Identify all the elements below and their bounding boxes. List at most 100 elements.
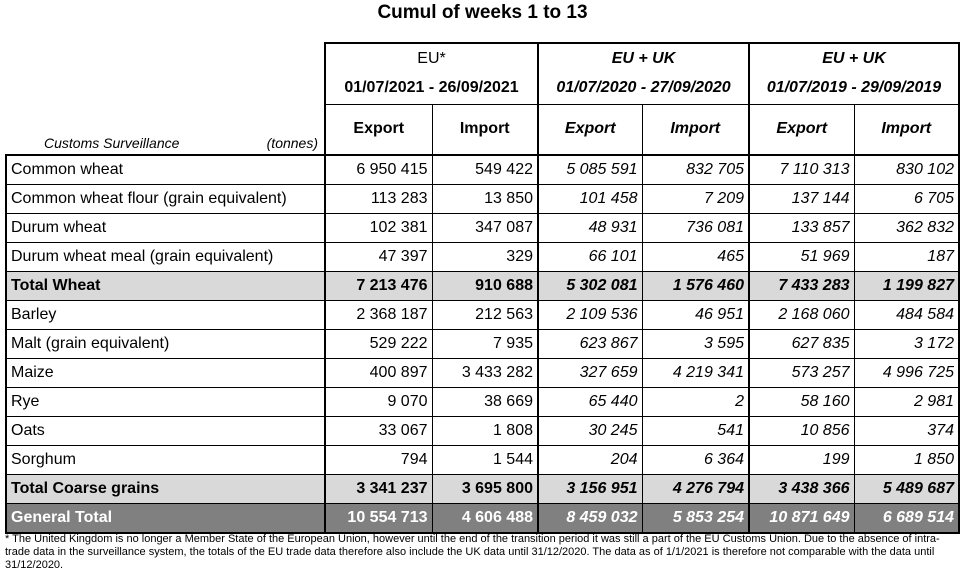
row-label: Total Wheat: [5, 271, 326, 301]
export-value: 101 458: [537, 184, 643, 214]
import-value: 3 172: [853, 329, 960, 359]
import-value: 832 705: [641, 154, 750, 185]
export-value: 2 168 060: [748, 300, 855, 330]
export-value: 113 283: [324, 184, 433, 214]
import-value: 46 951: [641, 300, 750, 330]
export-value: 573 257: [748, 358, 855, 388]
group-period: 01/07/2021 - 26/09/2021: [324, 73, 539, 104]
import-value: 1 850: [853, 445, 960, 475]
export-value: 6 950 415: [324, 154, 433, 185]
row-label: Rye: [5, 387, 326, 417]
import-value: 1 544: [431, 445, 539, 475]
import-value: 541: [641, 416, 750, 446]
export-value: 529 222: [324, 329, 433, 359]
import-value: 38 669: [431, 387, 539, 417]
export-value: 794: [324, 445, 433, 475]
export-value: 3 156 951: [537, 474, 643, 504]
import-value: 3 595: [641, 329, 750, 359]
export-value: 47 397: [324, 242, 433, 272]
export-value: 66 101: [537, 242, 643, 272]
import-value: 362 832: [853, 213, 960, 243]
import-value: 4 276 794: [641, 474, 750, 504]
row-label: Barley: [5, 300, 326, 330]
import-value: 13 850: [431, 184, 539, 214]
grand-total-row: General Total 10 554 713 4 606 488 8 459 03…: [5, 503, 960, 534]
import-value: 1 199 827: [853, 271, 960, 301]
export-value: 51 969: [748, 242, 855, 272]
export-header: Export: [748, 103, 854, 155]
row-label: Oats: [5, 416, 326, 446]
table-row: Oats 33 067 1 808 30 245 541 10 856 374: [5, 416, 960, 446]
import-value: 5 853 254: [641, 503, 750, 534]
import-value: 7 209: [641, 184, 750, 214]
import-value: 347 087: [431, 213, 539, 243]
export-value: 58 160: [748, 387, 855, 417]
page-title: Cumul of weeks 1 to 13: [377, 2, 588, 23]
row-label: General Total: [5, 503, 326, 534]
export-value: 327 659: [537, 358, 643, 388]
export-value: 10 871 649: [748, 503, 855, 534]
import-value: 3 433 282: [431, 358, 539, 388]
export-header: Export: [324, 103, 432, 155]
import-value: 4 606 488: [431, 503, 539, 534]
export-value: 65 440: [537, 387, 643, 417]
export-value: 5 302 081: [537, 271, 643, 301]
export-value: 2 109 536: [537, 300, 643, 330]
export-value: 133 857: [748, 213, 855, 243]
import-value: 4 996 725: [853, 358, 960, 388]
export-value: 7 213 476: [324, 271, 433, 301]
import-value: 465: [641, 242, 750, 272]
row-label: Maize: [5, 358, 326, 388]
cereals-trade-table: Customs Surveillance (tonnes) EU* EU + U…: [5, 42, 960, 534]
group-name: EU + UK: [748, 42, 960, 73]
import-header: Import: [431, 103, 539, 155]
row-label: Total Coarse grains: [5, 474, 326, 504]
import-value: 6 705: [853, 184, 960, 214]
export-value: 9 070: [324, 387, 433, 417]
group-name: EU*: [324, 42, 539, 73]
table-row: Sorghum 794 1 544 204 6 364 199 1 850: [5, 445, 960, 475]
table-row: Durum wheat 102 381 347 087 48 931 736 081 13…: [5, 213, 960, 243]
row-label: Malt (grain equivalent): [5, 329, 326, 359]
table-row: Durum wheat meal (grain equivalent) 47 39…: [5, 242, 960, 272]
import-value: 1 576 460: [641, 271, 750, 301]
row-label: Sorghum: [5, 445, 326, 475]
total-row: Total Wheat 7 213 476 910 688 5 302 081 1 57…: [5, 271, 960, 301]
import-value: 830 102: [853, 154, 960, 185]
group-period: 01/07/2020 - 27/09/2020: [537, 73, 750, 104]
import-value: 7 935: [431, 329, 539, 359]
total-row: Total Coarse grains 3 341 237 3 695 800 3 1…: [5, 474, 960, 504]
table-row: Rye 9 070 38 669 65 440 2 58 160 2 981: [5, 387, 960, 417]
import-value: 329: [431, 242, 539, 272]
export-value: 10 554 713: [324, 503, 433, 534]
import-value: 910 688: [431, 271, 539, 301]
export-value: 8 459 032: [537, 503, 643, 534]
import-value: 187: [853, 242, 960, 272]
export-value: 204: [537, 445, 643, 475]
export-value: 627 835: [748, 329, 855, 359]
export-value: 102 381: [324, 213, 433, 243]
group-period: 01/07/2019 - 29/09/2019: [748, 73, 960, 104]
import-value: 2 981: [853, 387, 960, 417]
export-value: 2 368 187: [324, 300, 433, 330]
export-value: 30 245: [537, 416, 643, 446]
import-value: 4 219 341: [641, 358, 750, 388]
import-value: 484 584: [853, 300, 960, 330]
import-value: 6 689 514: [853, 503, 960, 534]
export-value: 48 931: [537, 213, 643, 243]
export-value: 400 897: [324, 358, 433, 388]
export-value: 7 433 283: [748, 271, 855, 301]
unit-label: (tonnes): [266, 135, 318, 151]
import-value: 374: [853, 416, 960, 446]
export-value: 623 867: [537, 329, 643, 359]
import-value: 736 081: [641, 213, 750, 243]
export-value: 3 341 237: [324, 474, 433, 504]
export-value: 199: [748, 445, 855, 475]
row-label: Durum wheat meal (grain equivalent): [5, 242, 326, 272]
row-label: Common wheat: [5, 154, 326, 185]
table-row: Common wheat flour (grain equivalent) 113…: [5, 184, 960, 214]
table-row: Common wheat 6 950 415 549 422 5 085 591 832…: [5, 154, 960, 185]
row-label-header: Customs Surveillance: [44, 135, 180, 151]
import-value: 3 695 800: [431, 474, 539, 504]
group-name: EU + UK: [537, 42, 750, 73]
